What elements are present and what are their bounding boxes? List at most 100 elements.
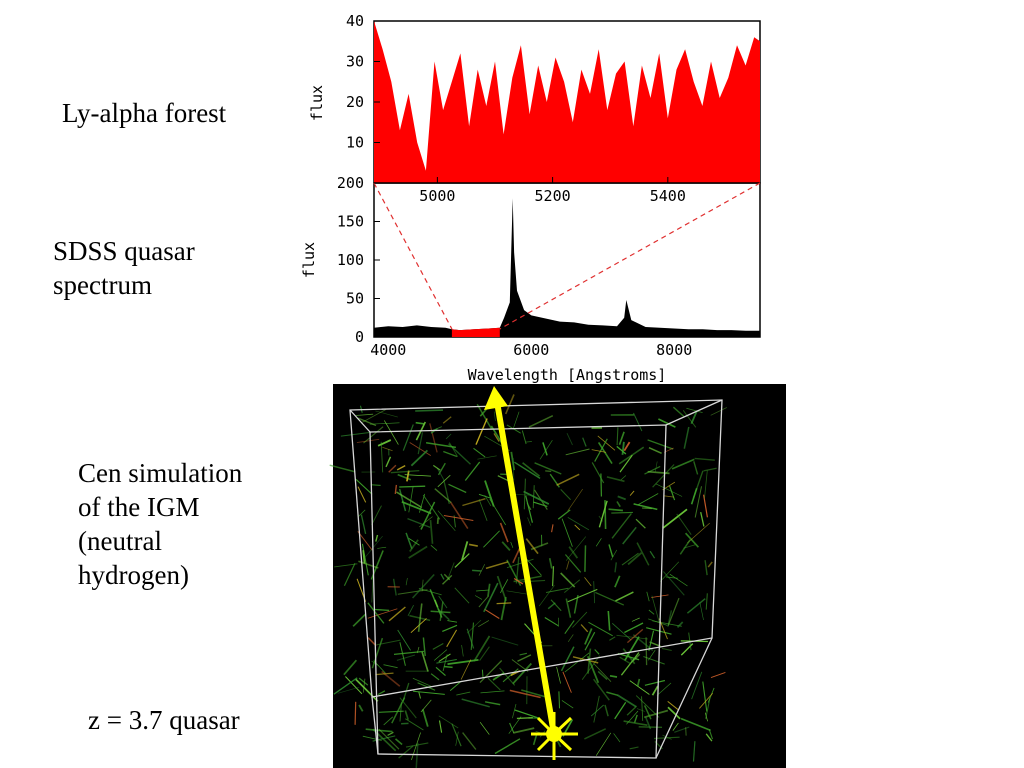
filament-strand bbox=[430, 544, 438, 551]
filament-strand bbox=[370, 484, 381, 486]
filament-strand bbox=[398, 745, 414, 759]
filament-strand bbox=[374, 608, 390, 612]
filament-strand bbox=[512, 662, 532, 685]
filament-strand bbox=[343, 562, 356, 586]
sdss-spectrum-panel: 0 50 100 150 200 4000 6000 8000 flux Wavelengt… bbox=[300, 174, 761, 384]
filament-strand bbox=[442, 574, 453, 585]
filament-strand bbox=[447, 659, 479, 665]
filament-strand bbox=[496, 602, 512, 605]
filament-strand bbox=[629, 746, 639, 750]
filament-strand bbox=[611, 513, 632, 539]
filament-strand bbox=[412, 573, 435, 599]
filament-strand bbox=[567, 634, 574, 643]
filament-strand bbox=[461, 541, 469, 561]
filament-strand bbox=[455, 731, 459, 746]
filament-strand bbox=[477, 455, 497, 460]
filament-strand bbox=[626, 705, 638, 716]
filament-strand bbox=[703, 494, 708, 518]
filament-strand bbox=[343, 659, 358, 676]
filament-strand bbox=[544, 617, 559, 627]
filament-strand bbox=[333, 677, 358, 695]
filament-strand bbox=[539, 439, 553, 460]
zoom-guide-right bbox=[499, 182, 761, 330]
filament-strand bbox=[662, 508, 688, 529]
filament-strand bbox=[680, 717, 711, 732]
filament-strand bbox=[473, 447, 486, 458]
filament-strand bbox=[417, 682, 436, 691]
filament-strand bbox=[648, 649, 656, 661]
filament-strand bbox=[523, 490, 550, 505]
filament-strand bbox=[534, 462, 562, 475]
filament-strand bbox=[473, 635, 491, 662]
filament-strand bbox=[693, 461, 699, 475]
filament-strand bbox=[355, 478, 373, 495]
filament-strand bbox=[622, 648, 636, 665]
filament-strand bbox=[633, 503, 658, 511]
filament-strand bbox=[405, 742, 429, 748]
filament-strand bbox=[662, 571, 685, 596]
filament-strand bbox=[707, 561, 713, 568]
filament-strand bbox=[422, 494, 441, 520]
quasar-label: z = 3.7 quasar bbox=[88, 705, 240, 735]
filament-strand bbox=[710, 671, 726, 679]
filament-strand bbox=[616, 501, 621, 508]
filament-strand bbox=[568, 546, 579, 559]
filament-strand bbox=[415, 409, 444, 412]
filament-strand bbox=[690, 488, 698, 505]
filament-strand bbox=[567, 588, 598, 603]
filament-strand bbox=[574, 524, 581, 531]
filament-strand bbox=[594, 438, 608, 462]
filament-strand bbox=[629, 680, 650, 695]
filament-strand bbox=[636, 708, 645, 712]
filament-strand bbox=[367, 602, 385, 624]
filament-strand bbox=[437, 510, 456, 531]
filament-strand bbox=[396, 654, 416, 661]
filament-strand bbox=[676, 513, 692, 535]
filament-strand bbox=[542, 442, 548, 456]
filament-strand bbox=[377, 546, 387, 549]
filament-strand bbox=[449, 501, 469, 530]
filament-strand bbox=[461, 645, 464, 657]
filament-strand bbox=[357, 530, 373, 551]
filament-strand bbox=[378, 728, 400, 750]
cen-simulation-label: Cen simulation of the IGM (neutral hydro… bbox=[78, 456, 242, 592]
filament-strand bbox=[619, 454, 633, 473]
filament-strand bbox=[360, 514, 367, 535]
filament-strand bbox=[478, 499, 488, 521]
filament-strand bbox=[564, 620, 575, 635]
filament-strand bbox=[564, 652, 590, 673]
filament-strand bbox=[512, 547, 521, 564]
filament-strand bbox=[655, 483, 683, 497]
filament-strand bbox=[334, 563, 358, 568]
filament-strand bbox=[484, 701, 501, 706]
filament-strand bbox=[494, 738, 521, 755]
filament-strand bbox=[461, 698, 490, 708]
filament-strand bbox=[517, 654, 532, 662]
filament-strand bbox=[626, 628, 644, 644]
filament-strand bbox=[443, 665, 453, 669]
filament-strand bbox=[653, 736, 680, 740]
filament-strand bbox=[584, 628, 593, 645]
filament-strand bbox=[566, 433, 573, 446]
filament-strand bbox=[438, 653, 451, 663]
filament-strand bbox=[509, 722, 515, 733]
filament-strand bbox=[616, 634, 649, 640]
sdss-spectrum-label: SDSS quasar spectrum bbox=[53, 234, 195, 302]
filament-strand bbox=[588, 621, 613, 637]
filament-strand bbox=[595, 591, 625, 606]
filament-strand bbox=[672, 722, 679, 731]
filament-strand bbox=[649, 550, 656, 559]
filament-strand bbox=[493, 411, 496, 421]
filament-strand bbox=[385, 456, 392, 468]
filament-strand bbox=[560, 646, 575, 672]
filament-strand bbox=[425, 441, 457, 449]
filament-strand bbox=[674, 726, 690, 733]
filament-strand bbox=[636, 542, 650, 566]
sdss-label-line1: SDSS quasar bbox=[53, 236, 195, 266]
filament-strand bbox=[512, 411, 520, 430]
filament-strand bbox=[609, 674, 618, 678]
filament-strand bbox=[679, 539, 691, 555]
filament-strand bbox=[493, 433, 500, 442]
filament-strand bbox=[355, 413, 374, 416]
